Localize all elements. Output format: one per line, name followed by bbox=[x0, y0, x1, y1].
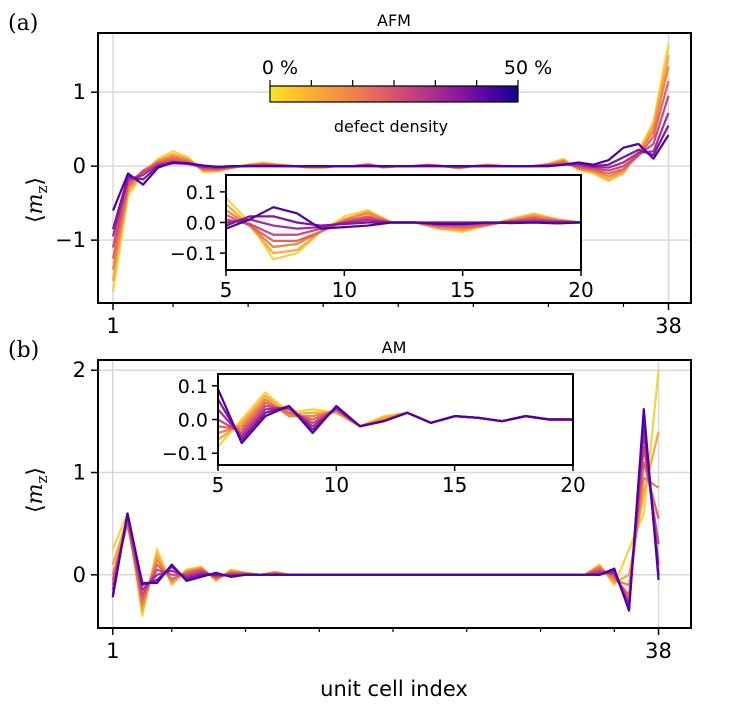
panel-b: 1 38 0 1 2 AM ⟨mz⟩ 5 10 15 20 −0.1 0.0 0.1 unit ce… bbox=[23, 338, 692, 701]
panel-a-title: AFM bbox=[377, 11, 411, 30]
panel-a-lines bbox=[111, 43, 670, 293]
panel-b-inset-ytick-label-0: −0.1 bbox=[162, 443, 208, 465]
panel-a-ytick-label-2: 1 bbox=[73, 80, 86, 104]
panel-b-title: AM bbox=[382, 338, 407, 357]
panel-b-inset-series-line-7 bbox=[216, 388, 573, 445]
panel-a-inset-lines bbox=[225, 197, 582, 261]
panel-a-inset-series-line-7 bbox=[225, 206, 582, 230]
panel-a-inset-xtick-label-1: 10 bbox=[332, 278, 357, 302]
panel-b-ytick-label-2: 2 bbox=[73, 358, 86, 382]
panel-b-xtick-label-0: 1 bbox=[106, 639, 119, 663]
panel-b-label: (b) bbox=[8, 338, 39, 363]
panel-b-frame bbox=[97, 359, 692, 629]
panel-b-inset: 5 10 15 20 −0.1 0.0 0.1 bbox=[162, 373, 586, 497]
panel-b-ylabel: ⟨mz⟩ bbox=[23, 467, 51, 513]
panel-a-ytick-label-0: −1 bbox=[55, 228, 86, 252]
x-axis-label: unit cell index bbox=[320, 677, 468, 701]
panel-b-inset-xtick-label-1: 10 bbox=[324, 473, 349, 497]
panel-a-ticks: 1 38 −1 0 1 bbox=[55, 80, 682, 338]
panel-b-inset-ytick-label-1: 0.0 bbox=[178, 410, 208, 432]
colorbar-ticks bbox=[269, 80, 519, 86]
panel-b-xtick-label-1: 38 bbox=[645, 639, 672, 663]
panel-b-inset-xtick-label-2: 15 bbox=[442, 473, 467, 497]
panel-a-ylabel: ⟨mz⟩ bbox=[23, 177, 51, 223]
panel-a-ytick-label-1: 0 bbox=[73, 154, 86, 178]
svg-text:⟨mz⟩: ⟨mz⟩ bbox=[23, 177, 51, 223]
colorbar-gradient bbox=[269, 85, 519, 103]
panel-a-xtick-label-1: 38 bbox=[655, 314, 682, 338]
colorbar: 0 % 50 % defect density bbox=[262, 57, 552, 136]
panel-b-lines bbox=[111, 370, 660, 617]
panel-a-label: (a) bbox=[8, 11, 38, 36]
colorbar-min-label: 0 % bbox=[262, 57, 298, 79]
panel-b-inset-ytick-label-2: 0.1 bbox=[178, 376, 208, 398]
panel-a-inset-ytick-label-0: −0.1 bbox=[170, 243, 216, 265]
panel-a-series-line-7 bbox=[111, 134, 670, 211]
panel-b-ytick-label-1: 1 bbox=[73, 461, 86, 485]
panel-a-inset-ytick-label-1: 0.0 bbox=[186, 213, 216, 235]
panel-a-inset-ticks: 5 10 15 20 −0.1 0.0 0.1 bbox=[170, 182, 594, 302]
panel-b-inset-ticks: 5 10 15 20 −0.1 0.0 0.1 bbox=[162, 376, 586, 497]
panel-b-inset-lines bbox=[216, 388, 573, 448]
panel-b-inset-xtick-label-0: 5 bbox=[212, 473, 225, 497]
panel-a-inset-xtick-label-3: 20 bbox=[568, 278, 593, 302]
panel-a-inset-ytick-label-2: 0.1 bbox=[186, 182, 216, 204]
panel-a-xtick-label-0: 1 bbox=[106, 314, 119, 338]
colorbar-max-label: 50 % bbox=[504, 57, 552, 79]
panel-a-inset-xtick-label-2: 15 bbox=[450, 278, 475, 302]
panel-b-ticks: 1 38 0 1 2 bbox=[73, 358, 672, 663]
panel-a: 1 38 −1 0 1 AFM ⟨mz⟩ 0 % 50 % defect density… bbox=[23, 11, 692, 338]
panel-b-inset-xtick-label-3: 20 bbox=[560, 473, 585, 497]
colorbar-label: defect density bbox=[334, 117, 448, 136]
panel-a-inset: 5 10 15 20 −0.1 0.0 0.1 bbox=[170, 174, 594, 302]
panel-a-frame bbox=[97, 32, 692, 304]
svg-text:⟨mz⟩: ⟨mz⟩ bbox=[23, 467, 51, 513]
panel-b-series-line-7 bbox=[111, 407, 660, 612]
panel-b-ytick-label-0: 0 bbox=[73, 563, 86, 587]
panel-a-inset-xtick-label-0: 5 bbox=[220, 278, 233, 302]
